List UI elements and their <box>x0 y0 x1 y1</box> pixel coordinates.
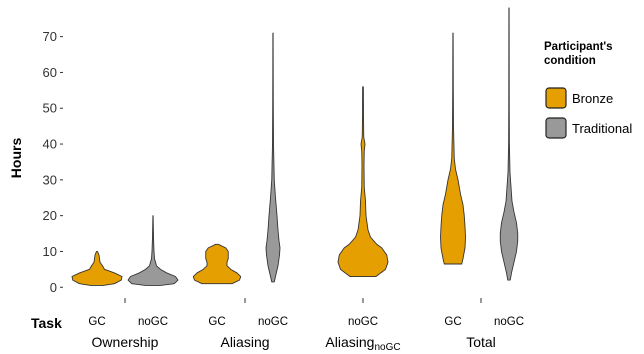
violin-traditional-nogc <box>127 215 179 286</box>
category-label: noGC <box>348 316 378 328</box>
group-label: Aliasing <box>220 334 269 350</box>
legend-swatch-bronze <box>545 87 567 109</box>
y-axis: 0 10 20 30 40 50 60 70 <box>43 29 63 295</box>
legend-label-traditional: Traditional <box>572 121 632 136</box>
y-tick-label: 10 <box>43 244 57 259</box>
category-label: GC <box>444 316 461 328</box>
y-tick-label: 40 <box>43 137 57 152</box>
violin-traditional-nogc <box>265 32 281 283</box>
legend-label-bronze: Bronze <box>572 91 613 106</box>
legend-swatch-traditional <box>545 117 567 139</box>
category-label: noGC <box>258 316 288 328</box>
y-tick-label: 0 <box>50 280 57 295</box>
violin-traditional-nogc <box>499 7 519 281</box>
legend-title-line-1: Participant's <box>544 41 613 53</box>
group-label: AliasingnoGC <box>325 334 400 353</box>
legend: Participant's condition Bronze Traditiona… <box>544 41 632 139</box>
category-label: noGC <box>494 316 524 328</box>
y-axis-title: Hours <box>8 138 24 179</box>
violin-bronze-gc <box>440 32 466 265</box>
category-label: GC <box>208 316 225 328</box>
group-label-subscript: noGC <box>374 342 400 353</box>
violin-bronze-nogc <box>337 86 389 277</box>
y-tick-label: 70 <box>43 29 57 44</box>
violin-bronze-gc <box>71 251 123 286</box>
x-axis-title: Task <box>31 315 62 331</box>
group-label: Total <box>466 334 496 350</box>
category-label: noGC <box>138 316 168 328</box>
category-label: GC <box>88 316 105 328</box>
y-tick-label: 30 <box>43 172 57 187</box>
plot-area <box>71 7 519 286</box>
violin-bronze-gc <box>192 243 242 285</box>
y-tick-label: 60 <box>43 65 57 80</box>
y-tick-label: 20 <box>43 208 57 223</box>
legend-title-line-2: condition <box>544 55 596 67</box>
group-label: Ownership <box>92 334 159 350</box>
y-tick-label: 50 <box>43 101 57 116</box>
